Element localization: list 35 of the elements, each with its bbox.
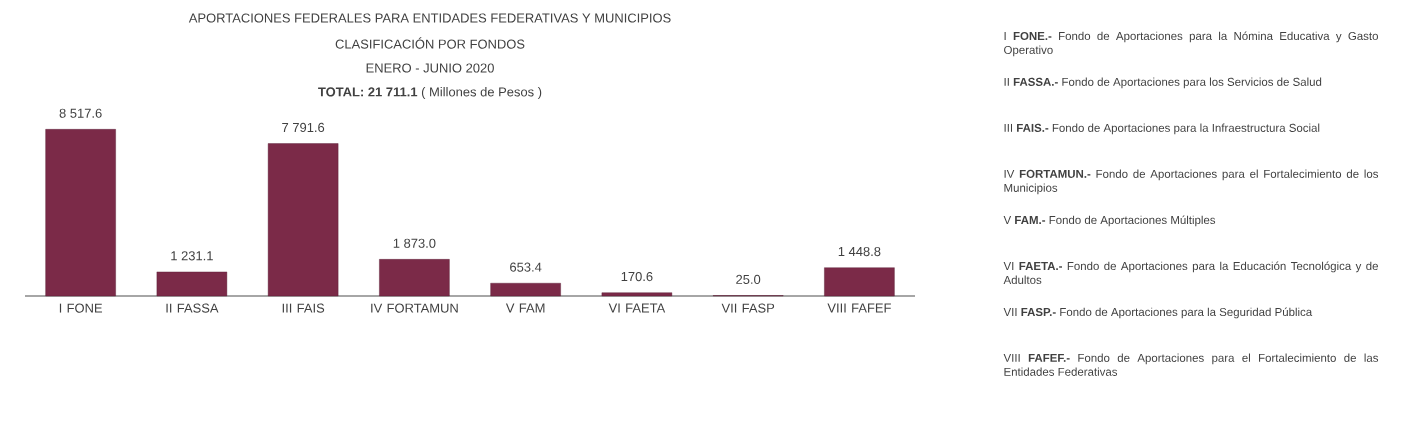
bar	[156, 271, 228, 297]
text: ENERO - JUNIO 2020	[366, 63, 494, 73]
data-label: 1 448.8	[838, 246, 881, 257]
data-label: 170.6	[621, 271, 653, 282]
bar	[267, 143, 339, 297]
x-tick-label: I FONE	[59, 303, 103, 313]
text: IV FORTAMUN.- Fondo de Aportaciones para el Fortalecimiento de los Municipios	[1004, 169, 1379, 195]
data-label: 653.4	[510, 262, 542, 272]
x-tick-label: II FASSA	[166, 303, 219, 313]
bar	[379, 259, 450, 297]
text: TOTAL: 21 711.1 ( Millones de Pesos )	[318, 86, 542, 100]
text: VI FAETA.- Fondo de Aportaciones para la Educación Tecnológica y de Adultos	[1003, 261, 1378, 285]
data-label: 8 517.6	[59, 108, 102, 118]
x-tick-label: VIII FAFEF	[827, 303, 891, 313]
data-label: 25.0	[736, 274, 761, 284]
text: VII FASP.- Fondo de Aportaciones para la Seguridad Pública	[1003, 307, 1313, 319]
text: V FAM.- Fondo de Aportaciones Múltiples	[1003, 215, 1216, 227]
x-tick-label: IV FORTAMUN	[371, 303, 458, 313]
bar	[45, 129, 116, 297]
bar	[824, 267, 895, 297]
chart-title: APORTACIONES FEDERALES PARA ENTIDADES FEDERATIVAS Y MUNICIPIOS	[188, 13, 671, 23]
x-tick-label: III FAIS	[282, 303, 325, 313]
text: II FASSA.- Fondo de Aportaciones para los Servicios de Salud	[1004, 77, 1322, 89]
chart-subtitle: CLASIFICACIÓN POR FONDOS	[335, 37, 525, 49]
text: I FONE.- Fondo de Aportaciones para la Nómina Educativa y Gasto Operativo	[1004, 31, 1378, 57]
data-label: 7 791.6	[282, 122, 325, 133]
data-label: 1 231.1	[171, 251, 213, 261]
text: III FAIS.- Fondo de Aportaciones para la Infraestructura Social	[1004, 123, 1320, 135]
bar	[601, 292, 673, 297]
x-tick-label: V FAM	[505, 303, 545, 313]
data-label: 1 873.0	[393, 238, 436, 248]
x-tick-label: VII FASP	[721, 303, 775, 313]
x-tick-label: VI FAETA	[608, 303, 666, 313]
text: VIII FAFEF.- Fondo de Aportaciones para el Fortalecimiento de las Entidades Federativas	[1003, 353, 1379, 376]
bar	[490, 283, 561, 297]
